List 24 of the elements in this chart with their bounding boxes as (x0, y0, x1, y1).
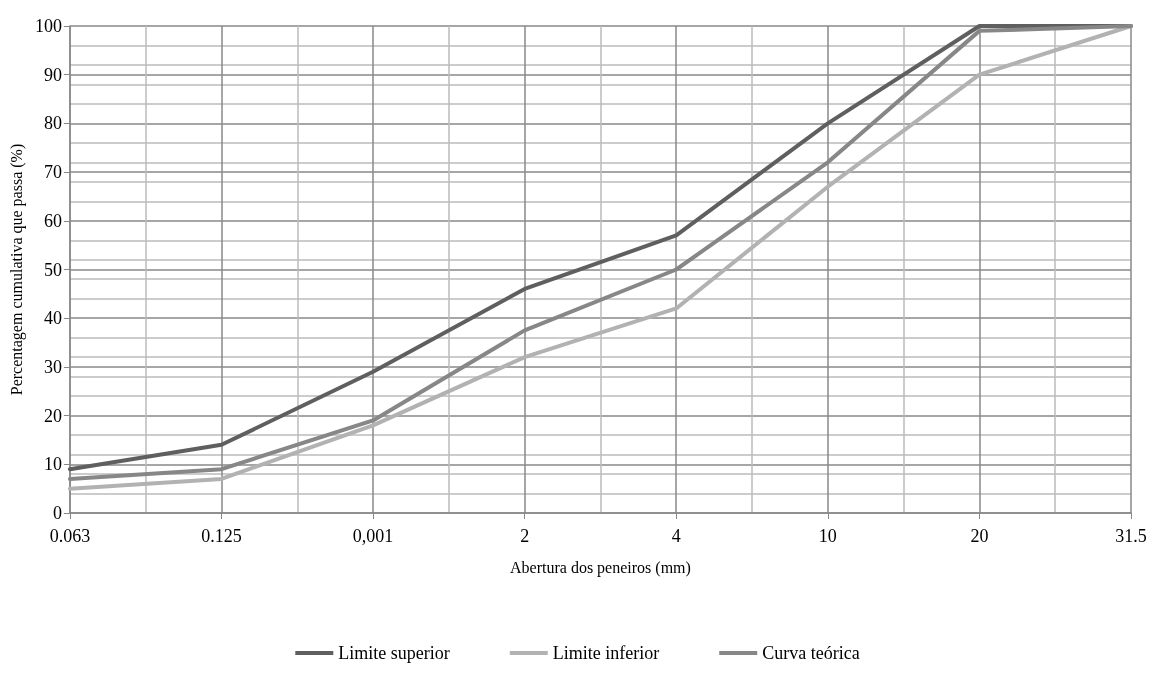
x-tick-label: 10 (818, 526, 837, 546)
y-tick-label: 100 (34, 16, 62, 36)
y-axis-title: Percentagem cumulativa que passa (%) (7, 143, 26, 396)
y-tick-label: 20 (43, 405, 62, 426)
x-tick-label: 20 (970, 526, 989, 546)
x-axis-title: Abertura dos peneiros (mm) (510, 558, 691, 577)
y-tick-label: 10 (43, 454, 62, 475)
x-tick-label: 2 (520, 526, 530, 546)
y-tick-label: 30 (43, 356, 62, 377)
y-tick-label: 40 (43, 308, 62, 329)
y-tick-label: 0 (52, 503, 62, 523)
y-tick-label: 70 (43, 162, 62, 183)
legend-label: Limite inferior (552, 643, 660, 663)
y-tick-label: 60 (43, 210, 62, 231)
legend-label: Limite superior (338, 643, 450, 663)
x-tick-label: 0.125 (201, 526, 242, 546)
y-tick-label: 50 (43, 259, 62, 280)
x-tick-label: 0.063 (49, 526, 91, 546)
x-tick-label: 4 (671, 526, 681, 546)
y-tick-label: 80 (43, 113, 62, 134)
x-tick-label: 31.5 (1115, 526, 1147, 546)
y-tick-label: 90 (43, 64, 62, 85)
x-tick-label: 0,001 (352, 526, 394, 546)
legend-label: Curva teórica (762, 643, 860, 663)
